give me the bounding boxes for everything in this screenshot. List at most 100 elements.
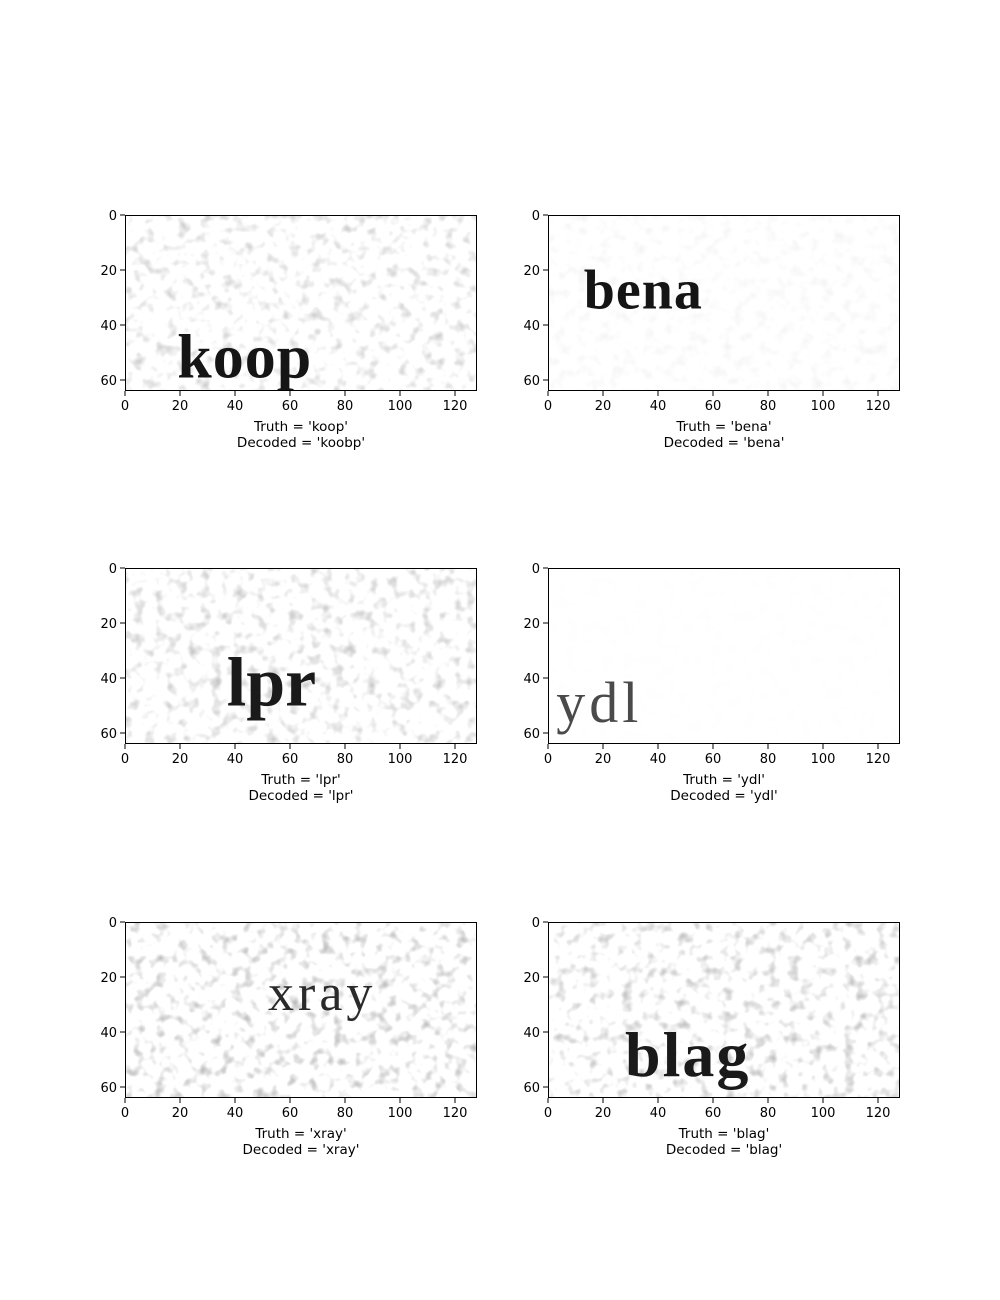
x-tick-label: 20 [595,1106,612,1121]
captcha-word: koop [177,323,312,391]
axes-frame [125,922,477,1098]
truth-label: Truth = 'xray' [254,1126,346,1142]
y-tick-label: 60 [523,727,540,742]
y-tick-label: 40 [523,319,540,334]
x-tick-label: 100 [811,1106,836,1121]
y-tick-label: 40 [100,1026,117,1041]
decoded-label: Decoded = 'xray' [243,1142,360,1158]
captcha-word: blag [625,1019,750,1090]
y-tick-label: 0 [532,209,540,224]
truth-label: Truth = 'lpr' [260,772,340,788]
subplot-5: xray 0 20 40 60 80 100 120 0 20 40 60 Truth = 'xray'… [100,916,477,1158]
x-tick-label: 40 [227,399,244,414]
x-tick-label: 20 [172,1106,189,1121]
x-tick-label: 60 [282,752,299,767]
axes-frame [125,568,477,744]
truth-label: Truth = 'bena' [675,419,771,435]
x-tick-label: 100 [388,752,413,767]
x-tick-label: 40 [650,399,667,414]
x-tick-label: 120 [866,752,891,767]
captcha-word: xray [268,965,376,1022]
image-noise [125,215,477,391]
x-tick-label: 60 [282,1106,299,1121]
image-noise [548,568,900,744]
x-tick-label: 100 [811,752,836,767]
y-tick-label: 60 [523,374,540,389]
axes-frame [548,215,900,391]
y-tick-label: 0 [109,562,117,577]
x-tick-label: 80 [337,1106,354,1121]
y-tick-label: 20 [100,971,117,986]
image-noise [125,922,477,1098]
y-tick-label: 60 [523,1081,540,1096]
y-tick-label: 0 [532,562,540,577]
decoded-label: Decoded = 'ydl' [670,788,777,804]
x-tick-label: 120 [443,1106,468,1121]
x-tick-label: 120 [866,399,891,414]
captcha-word: bena [584,260,703,322]
y-tick-label: 60 [100,1081,117,1096]
y-tick-label: 60 [100,374,117,389]
y-tick-label: 20 [523,971,540,986]
x-tick-label: 60 [705,1106,722,1121]
x-tick-label: 20 [595,399,612,414]
x-tick-label: 80 [337,399,354,414]
image-noise [125,568,477,744]
subplot-4: ydl 0 20 40 60 80 100 120 0 20 40 60 Truth = 'ydl'De… [523,562,900,804]
decoded-label: Decoded = 'koobp' [237,435,365,451]
y-tick-label: 40 [523,1026,540,1041]
y-tick-label: 60 [100,727,117,742]
axes-frame [548,568,900,744]
x-tick-label: 80 [760,399,777,414]
x-tick-label: 40 [650,752,667,767]
x-tick-label: 80 [337,752,354,767]
x-tick-label: 0 [544,399,552,414]
x-tick-label: 0 [544,752,552,767]
x-tick-label: 60 [705,399,722,414]
y-tick-label: 20 [100,617,117,632]
decoded-label: Decoded = 'blag' [666,1142,782,1158]
image-noise [548,922,900,1098]
subplot-3: lpr 0 20 40 60 80 100 120 0 20 40 60 Truth = 'lpr'De… [100,562,477,804]
x-tick-label: 0 [544,1106,552,1121]
truth-label: Truth = 'koop' [253,419,348,435]
y-tick-label: 0 [109,916,117,931]
x-tick-label: 40 [227,752,244,767]
captcha-word: ydl [556,670,642,735]
y-tick-label: 40 [100,672,117,687]
captcha-word: lpr [227,645,316,722]
image-noise [548,215,900,391]
decoded-label: Decoded = 'lpr' [248,788,353,804]
x-tick-label: 60 [705,752,722,767]
subplot-1: koop 0 20 40 60 80 100 120 0 20 40 60 Truth = 'koop'… [100,209,477,451]
subplot-2: bena 0 20 40 60 80 100 120 0 20 40 60 Truth = 'bena'… [523,209,900,451]
y-tick-label: 20 [100,264,117,279]
x-tick-label: 120 [443,752,468,767]
y-tick-label: 40 [523,672,540,687]
y-tick-label: 0 [532,916,540,931]
x-tick-label: 20 [172,399,189,414]
subplot-6: blag 0 20 40 60 80 100 120 0 20 40 60 Truth = 'blag'… [523,916,900,1158]
x-tick-label: 100 [811,399,836,414]
decoded-label: Decoded = 'bena' [664,435,785,451]
x-tick-label: 0 [121,1106,129,1121]
x-tick-label: 40 [650,1106,667,1121]
x-tick-label: 60 [282,399,299,414]
y-tick-label: 0 [109,209,117,224]
x-tick-label: 80 [760,1106,777,1121]
x-tick-label: 0 [121,399,129,414]
x-tick-label: 100 [388,1106,413,1121]
x-tick-label: 20 [172,752,189,767]
y-tick-label: 40 [100,319,117,334]
truth-label: Truth = 'blag' [678,1126,770,1142]
x-tick-label: 0 [121,752,129,767]
x-tick-label: 80 [760,752,777,767]
truth-label: Truth = 'ydl' [682,772,765,788]
x-tick-label: 40 [227,1106,244,1121]
y-tick-label: 20 [523,264,540,279]
x-tick-label: 120 [866,1106,891,1121]
y-tick-label: 20 [523,617,540,632]
x-tick-label: 120 [443,399,468,414]
x-tick-label: 100 [388,399,413,414]
